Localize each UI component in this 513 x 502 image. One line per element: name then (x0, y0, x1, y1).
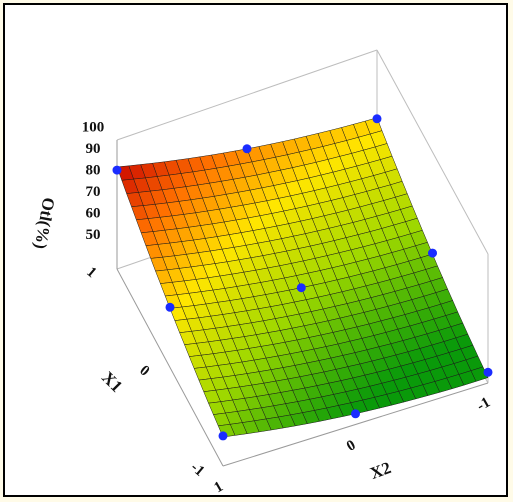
data-point (296, 283, 306, 293)
x1-tick-label: 1 (83, 264, 99, 281)
data-point (218, 431, 228, 441)
plot-box-front (116, 140, 489, 467)
data-point (483, 367, 493, 377)
z-tick-label: 70 (86, 184, 101, 200)
x1-tick-label: -1 (187, 459, 207, 479)
x1-tick-label: 0 (136, 363, 152, 380)
data-point (351, 409, 360, 419)
data-point (428, 248, 437, 258)
chart-frame: 50 60 70 80 90 100 1 0 -1 1 0 -1 Otl(%) X1 X2 (3, 3, 508, 497)
x2-tick-label: 1 (211, 479, 225, 495)
x2-axis-title: X2 (367, 458, 393, 483)
data-point (242, 144, 252, 154)
z-tick-label: 80 (86, 162, 101, 178)
data-point (372, 114, 382, 124)
axis-line (222, 382, 489, 467)
data-point (165, 302, 175, 312)
z-tick-label: 90 (86, 141, 101, 157)
z-tick-label: 60 (86, 205, 101, 221)
z-tick-label: 50 (86, 227, 101, 243)
x1-axis-title: X1 (98, 368, 126, 396)
response-surface (116, 117, 489, 438)
z-tick-label: 100 (82, 119, 105, 135)
data-points (112, 114, 493, 441)
x2-tick-label: 0 (344, 437, 358, 455)
box-edge (116, 49, 378, 141)
z-axis-title: Otl(%) (31, 196, 59, 250)
data-point (112, 165, 122, 175)
axis-line (116, 268, 224, 467)
x2-tick-label: -1 (474, 394, 493, 414)
box-edge (376, 49, 489, 255)
